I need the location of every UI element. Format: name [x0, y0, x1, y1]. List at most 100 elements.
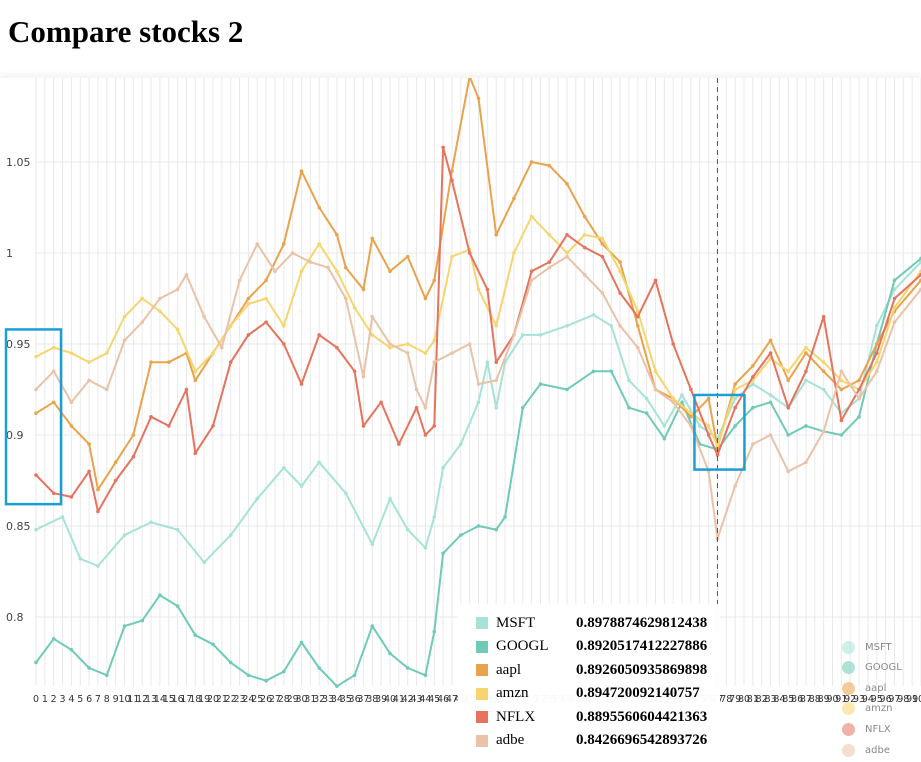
data-point-adbe[interactable]	[202, 315, 206, 319]
data-point-amzn[interactable]	[406, 342, 410, 346]
data-point-aapl[interactable]	[132, 433, 136, 437]
data-point-amzn[interactable]	[707, 424, 711, 428]
data-point-aapl[interactable]	[512, 197, 516, 201]
data-point-aapl[interactable]	[548, 164, 552, 168]
data-point-nflx[interactable]	[34, 473, 38, 477]
data-point-aapl[interactable]	[583, 215, 587, 219]
data-point-nflx[interactable]	[486, 288, 490, 292]
data-point-googl[interactable]	[477, 524, 481, 528]
data-point-nflx[interactable]	[415, 406, 419, 410]
data-point-adbe[interactable]	[689, 424, 693, 428]
data-point-msft[interactable]	[123, 533, 127, 537]
data-point-nflx[interactable]	[167, 424, 171, 428]
data-point-nflx[interactable]	[353, 370, 357, 374]
data-point-amzn[interactable]	[317, 242, 321, 246]
data-point-adbe[interactable]	[565, 255, 569, 259]
data-point-amzn[interactable]	[353, 306, 357, 310]
data-point-msft[interactable]	[202, 561, 206, 565]
data-point-googl[interactable]	[335, 684, 339, 688]
data-point-adbe[interactable]	[424, 406, 428, 410]
data-point-msft[interactable]	[875, 324, 879, 328]
legend-item-aapl[interactable]: aapl	[842, 679, 886, 697]
data-point-googl[interactable]	[211, 643, 215, 647]
data-point-amzn[interactable]	[530, 215, 534, 219]
data-point-googl[interactable]	[87, 666, 91, 670]
data-point-aapl[interactable]	[247, 297, 251, 301]
data-point-amzn[interactable]	[450, 255, 454, 259]
data-point-amzn[interactable]	[140, 297, 144, 301]
data-point-googl[interactable]	[645, 411, 649, 415]
data-point-msft[interactable]	[733, 397, 737, 401]
data-point-nflx[interactable]	[751, 375, 755, 379]
data-point-adbe[interactable]	[494, 379, 498, 383]
data-point-adbe[interactable]	[255, 242, 259, 246]
data-point-amzn[interactable]	[194, 370, 198, 374]
data-point-nflx[interactable]	[229, 360, 233, 364]
data-point-googl[interactable]	[503, 515, 507, 519]
data-point-googl[interactable]	[300, 641, 304, 645]
data-point-googl[interactable]	[663, 437, 667, 441]
data-point-nflx[interactable]	[636, 315, 640, 319]
data-point-msft[interactable]	[371, 542, 375, 546]
data-point-adbe[interactable]	[769, 433, 773, 437]
data-point-nflx[interactable]	[282, 342, 286, 346]
data-point-amzn[interactable]	[70, 351, 74, 355]
data-point-aapl[interactable]	[689, 415, 693, 419]
data-point-amzn[interactable]	[123, 315, 127, 319]
data-point-amzn[interactable]	[247, 302, 251, 306]
data-point-amzn[interactable]	[565, 251, 569, 255]
data-point-nflx[interactable]	[654, 279, 658, 283]
data-point-nflx[interactable]	[468, 251, 472, 255]
data-point-amzn[interactable]	[733, 388, 737, 392]
data-point-msft[interactable]	[61, 515, 65, 519]
data-point-nflx[interactable]	[822, 315, 826, 319]
data-point-msft[interactable]	[300, 484, 304, 488]
data-point-nflx[interactable]	[211, 424, 215, 428]
data-point-amzn[interactable]	[583, 233, 587, 237]
data-point-amzn[interactable]	[601, 237, 605, 241]
data-point-amzn[interactable]	[477, 288, 481, 292]
data-point-adbe[interactable]	[415, 388, 419, 392]
data-point-nflx[interactable]	[317, 333, 321, 337]
data-point-aapl[interactable]	[432, 279, 436, 283]
data-point-amzn[interactable]	[87, 360, 91, 364]
data-point-amzn[interactable]	[875, 360, 879, 364]
data-point-msft[interactable]	[627, 379, 631, 383]
data-point-googl[interactable]	[158, 593, 162, 597]
data-point-googl[interactable]	[751, 406, 755, 410]
data-point-adbe[interactable]	[34, 388, 38, 392]
data-point-adbe[interactable]	[52, 370, 56, 374]
data-point-aapl[interactable]	[70, 424, 74, 428]
data-point-adbe[interactable]	[512, 333, 516, 337]
data-point-aapl[interactable]	[857, 379, 861, 383]
data-point-msft[interactable]	[176, 528, 180, 532]
data-point-msft[interactable]	[751, 382, 755, 386]
data-point-amzn[interactable]	[158, 309, 162, 313]
data-point-googl[interactable]	[893, 279, 897, 283]
data-point-adbe[interactable]	[618, 324, 622, 328]
data-point-googl[interactable]	[424, 673, 428, 677]
data-point-msft[interactable]	[680, 393, 684, 397]
data-point-amzn[interactable]	[264, 297, 268, 301]
data-point-nflx[interactable]	[450, 178, 454, 182]
data-point-adbe[interactable]	[309, 260, 313, 264]
data-point-adbe[interactable]	[857, 397, 861, 401]
data-point-googl[interactable]	[769, 400, 773, 404]
data-point-nflx[interactable]	[52, 491, 56, 495]
data-point-msft[interactable]	[822, 388, 826, 392]
data-point-googl[interactable]	[592, 370, 596, 374]
data-point-adbe[interactable]	[751, 442, 755, 446]
data-point-aapl[interactable]	[822, 370, 826, 374]
legend-item-adbe[interactable]: adbe	[842, 741, 890, 759]
data-point-googl[interactable]	[609, 370, 613, 374]
data-point-adbe[interactable]	[371, 315, 375, 319]
data-point-adbe[interactable]	[291, 251, 295, 255]
data-point-nflx[interactable]	[548, 260, 552, 264]
data-point-amzn[interactable]	[654, 370, 658, 374]
data-point-amzn[interactable]	[689, 411, 693, 415]
legend-item-googl[interactable]: GOOGL	[842, 659, 902, 677]
data-point-adbe[interactable]	[185, 273, 189, 277]
data-point-adbe[interactable]	[70, 400, 74, 404]
data-point-msft[interactable]	[769, 393, 773, 397]
